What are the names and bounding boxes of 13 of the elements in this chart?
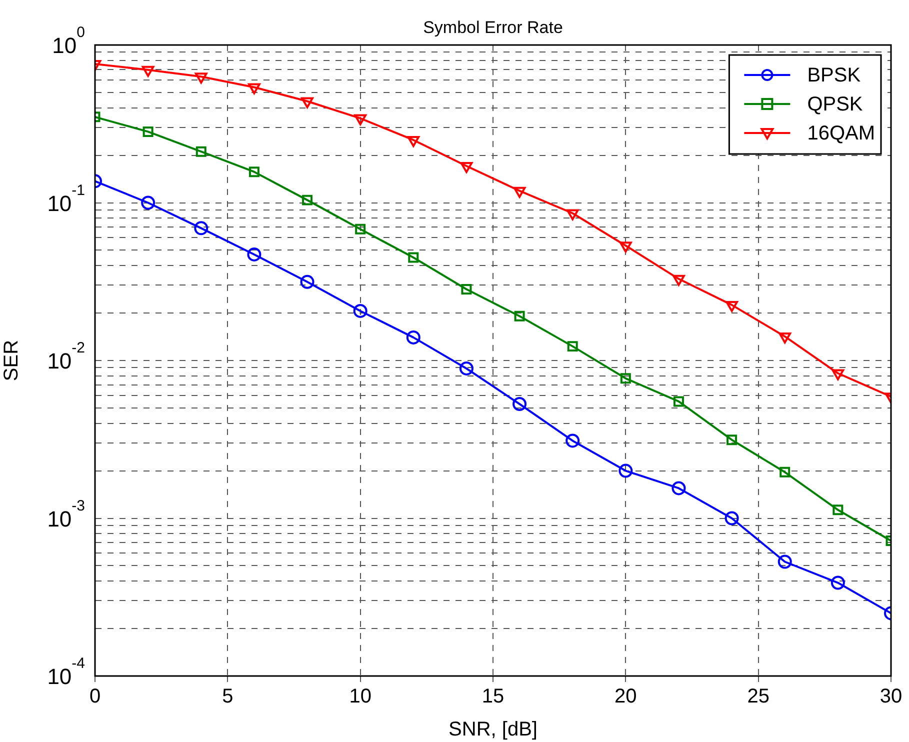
x-tick-label: 0 <box>89 686 101 708</box>
x-tick-label: 30 <box>880 686 902 708</box>
x-axis-title: SNR, [dB] <box>448 718 538 741</box>
x-tick-label: 15 <box>482 686 504 708</box>
x-tick-label: 20 <box>614 686 637 708</box>
x-tick-label: 10 <box>349 686 372 708</box>
x-tick-label: 25 <box>747 686 770 708</box>
legend-label: 16QAM <box>807 122 876 145</box>
chart-title: Symbol Error Rate <box>423 18 563 38</box>
y-axis-title: SER <box>0 340 23 382</box>
x-tick-label: 5 <box>222 686 234 708</box>
legend-label: BPSK <box>807 64 862 87</box>
legend-label: QPSK <box>807 94 864 116</box>
